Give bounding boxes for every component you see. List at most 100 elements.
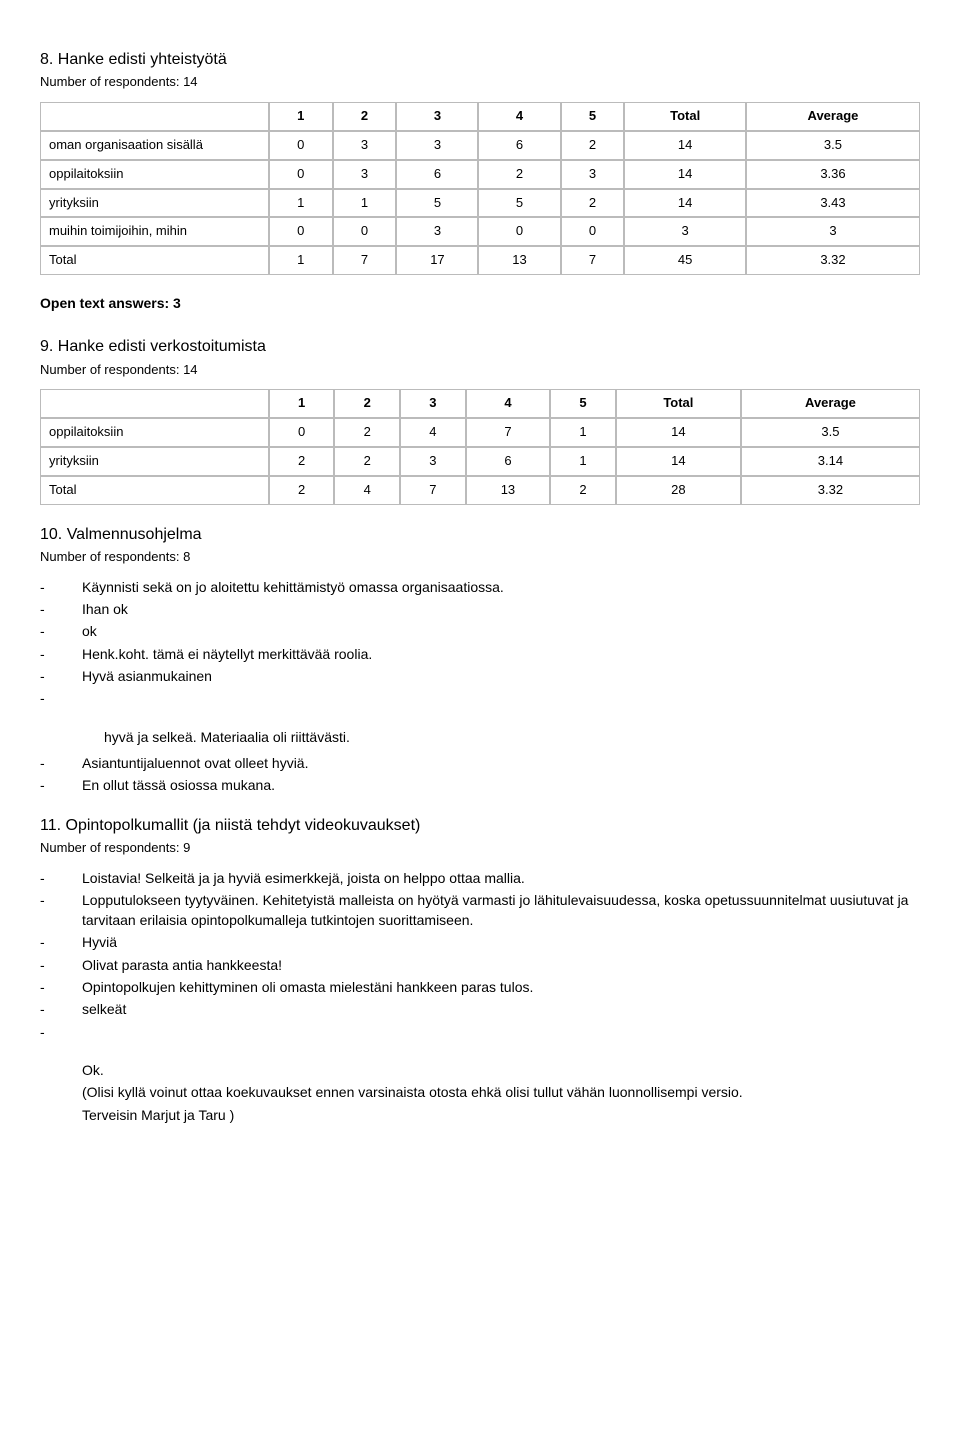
list-item: Lopputulokseen tyytyväinen. Kehitetyistä… (40, 890, 920, 931)
col-2: 2 (333, 102, 397, 131)
cell: 0 (269, 160, 333, 189)
list-item: ok (40, 621, 920, 641)
cell: 6 (466, 447, 550, 476)
cell: 13 (478, 246, 560, 275)
cell: 3.14 (741, 447, 920, 476)
list-item: Olivat parasta antia hankkeesta! (40, 955, 920, 975)
table-row: yrityksiin22361143.14 (40, 447, 920, 476)
cell: 28 (616, 476, 741, 505)
list-item: En ollut tässä osiossa mukana. (40, 775, 920, 795)
cell: 0 (269, 418, 335, 447)
q11-list: Loistavia! Selkeitä ja ja hyviä esimerkk… (40, 868, 920, 1042)
q11-tail-para2: Terveisin Marjut ja Taru ) (40, 1105, 920, 1125)
cell: 1 (550, 418, 616, 447)
cell: 14 (624, 189, 746, 218)
col-3: 3 (400, 389, 466, 418)
cell: 2 (334, 447, 400, 476)
cell: 14 (616, 447, 741, 476)
list-item: Ihan ok (40, 599, 920, 619)
col-blank (40, 102, 269, 131)
col-1: 1 (269, 389, 335, 418)
list-item (40, 1022, 920, 1042)
cell: 1 (333, 189, 397, 218)
cell: 2 (550, 476, 616, 505)
cell: 5 (396, 189, 478, 218)
col-2: 2 (334, 389, 400, 418)
cell: 5 (478, 189, 560, 218)
cell: 0 (333, 217, 397, 246)
cell: 2 (269, 447, 335, 476)
cell: 7 (333, 246, 397, 275)
cell: 1 (269, 189, 333, 218)
cell: 45 (624, 246, 746, 275)
col-average: Average (741, 389, 920, 418)
table-row: oppilaitoksiin02471143.5 (40, 418, 920, 447)
cell: 3.36 (746, 160, 920, 189)
cell: 0 (561, 217, 625, 246)
cell: 1 (269, 246, 333, 275)
list-item: Asiantuntijaluennot ovat olleet hyviä. (40, 753, 920, 773)
q9-title: 9. Hanke edisti verkostoitumista (40, 335, 920, 358)
cell: 3.5 (746, 131, 920, 160)
col-5: 5 (561, 102, 625, 131)
cell: 4 (400, 418, 466, 447)
cell: oppilaitoksiin (40, 160, 269, 189)
cell: Total (40, 476, 269, 505)
cell: muihin toimijoihin, mihin (40, 217, 269, 246)
list-item: Henk.koht. tämä ei näytellyt merkittävää… (40, 644, 920, 664)
q8-open-text: Open text answers: 3 (40, 293, 920, 313)
cell: oppilaitoksiin (40, 418, 269, 447)
cell: 14 (624, 131, 746, 160)
list-item: Hyvä asianmukainen (40, 666, 920, 686)
q10-list: Käynnisti sekä on jo aloitettu kehittämi… (40, 577, 920, 709)
cell: 3 (333, 160, 397, 189)
q11-respondents: Number of respondents: 9 (40, 839, 920, 858)
cell: 7 (466, 418, 550, 447)
col-blank (40, 389, 269, 418)
q10-list-2: Asiantuntijaluennot ovat olleet hyviä.En… (40, 753, 920, 796)
cell: 13 (466, 476, 550, 505)
table-row: yrityksiin11552143.43 (40, 189, 920, 218)
list-item: Hyviä (40, 932, 920, 952)
cell: 3.32 (741, 476, 920, 505)
cell: 7 (400, 476, 466, 505)
cell: 3 (746, 217, 920, 246)
col-average: Average (746, 102, 920, 131)
col-5: 5 (550, 389, 616, 418)
list-item (40, 688, 920, 708)
cell: 3 (396, 131, 478, 160)
cell: 14 (624, 160, 746, 189)
q8-table: 1 2 3 4 5 Total Average oman organisaati… (40, 102, 920, 275)
col-4: 4 (478, 102, 560, 131)
cell: 2 (334, 418, 400, 447)
q11-tail-ok: Ok. (40, 1060, 920, 1080)
cell: 2 (561, 131, 625, 160)
sub-item: hyvä ja selkeä. Materiaalia oli riittävä… (40, 727, 920, 747)
cell: 3 (400, 447, 466, 476)
cell: 6 (478, 131, 560, 160)
col-total: Total (624, 102, 746, 131)
q11-title: 11. Opintopolkumallit (ja niistä tehdyt … (40, 814, 920, 837)
cell: 3 (396, 217, 478, 246)
q9-table: 1 2 3 4 5 Total Average oppilaitoksiin02… (40, 389, 920, 504)
cell: 17 (396, 246, 478, 275)
list-item: Käynnisti sekä on jo aloitettu kehittämi… (40, 577, 920, 597)
cell: yrityksiin (40, 447, 269, 476)
cell: 4 (334, 476, 400, 505)
cell: 6 (396, 160, 478, 189)
table-row: muihin toimijoihin, mihin0030033 (40, 217, 920, 246)
cell: 2 (269, 476, 335, 505)
cell: 0 (478, 217, 560, 246)
q10-title: 10. Valmennusohjelma (40, 523, 920, 546)
q8-title: 8. Hanke edisti yhteistyötä (40, 48, 920, 71)
cell: oman organisaation sisällä (40, 131, 269, 160)
col-total: Total (616, 389, 741, 418)
table-header-row: 1 2 3 4 5 Total Average (40, 102, 920, 131)
cell: 14 (616, 418, 741, 447)
cell: 2 (561, 189, 625, 218)
list-item: selkeät (40, 999, 920, 1019)
cell: 3 (624, 217, 746, 246)
cell: 3.43 (746, 189, 920, 218)
table-row: Total247132283.32 (40, 476, 920, 505)
cell: Total (40, 246, 269, 275)
